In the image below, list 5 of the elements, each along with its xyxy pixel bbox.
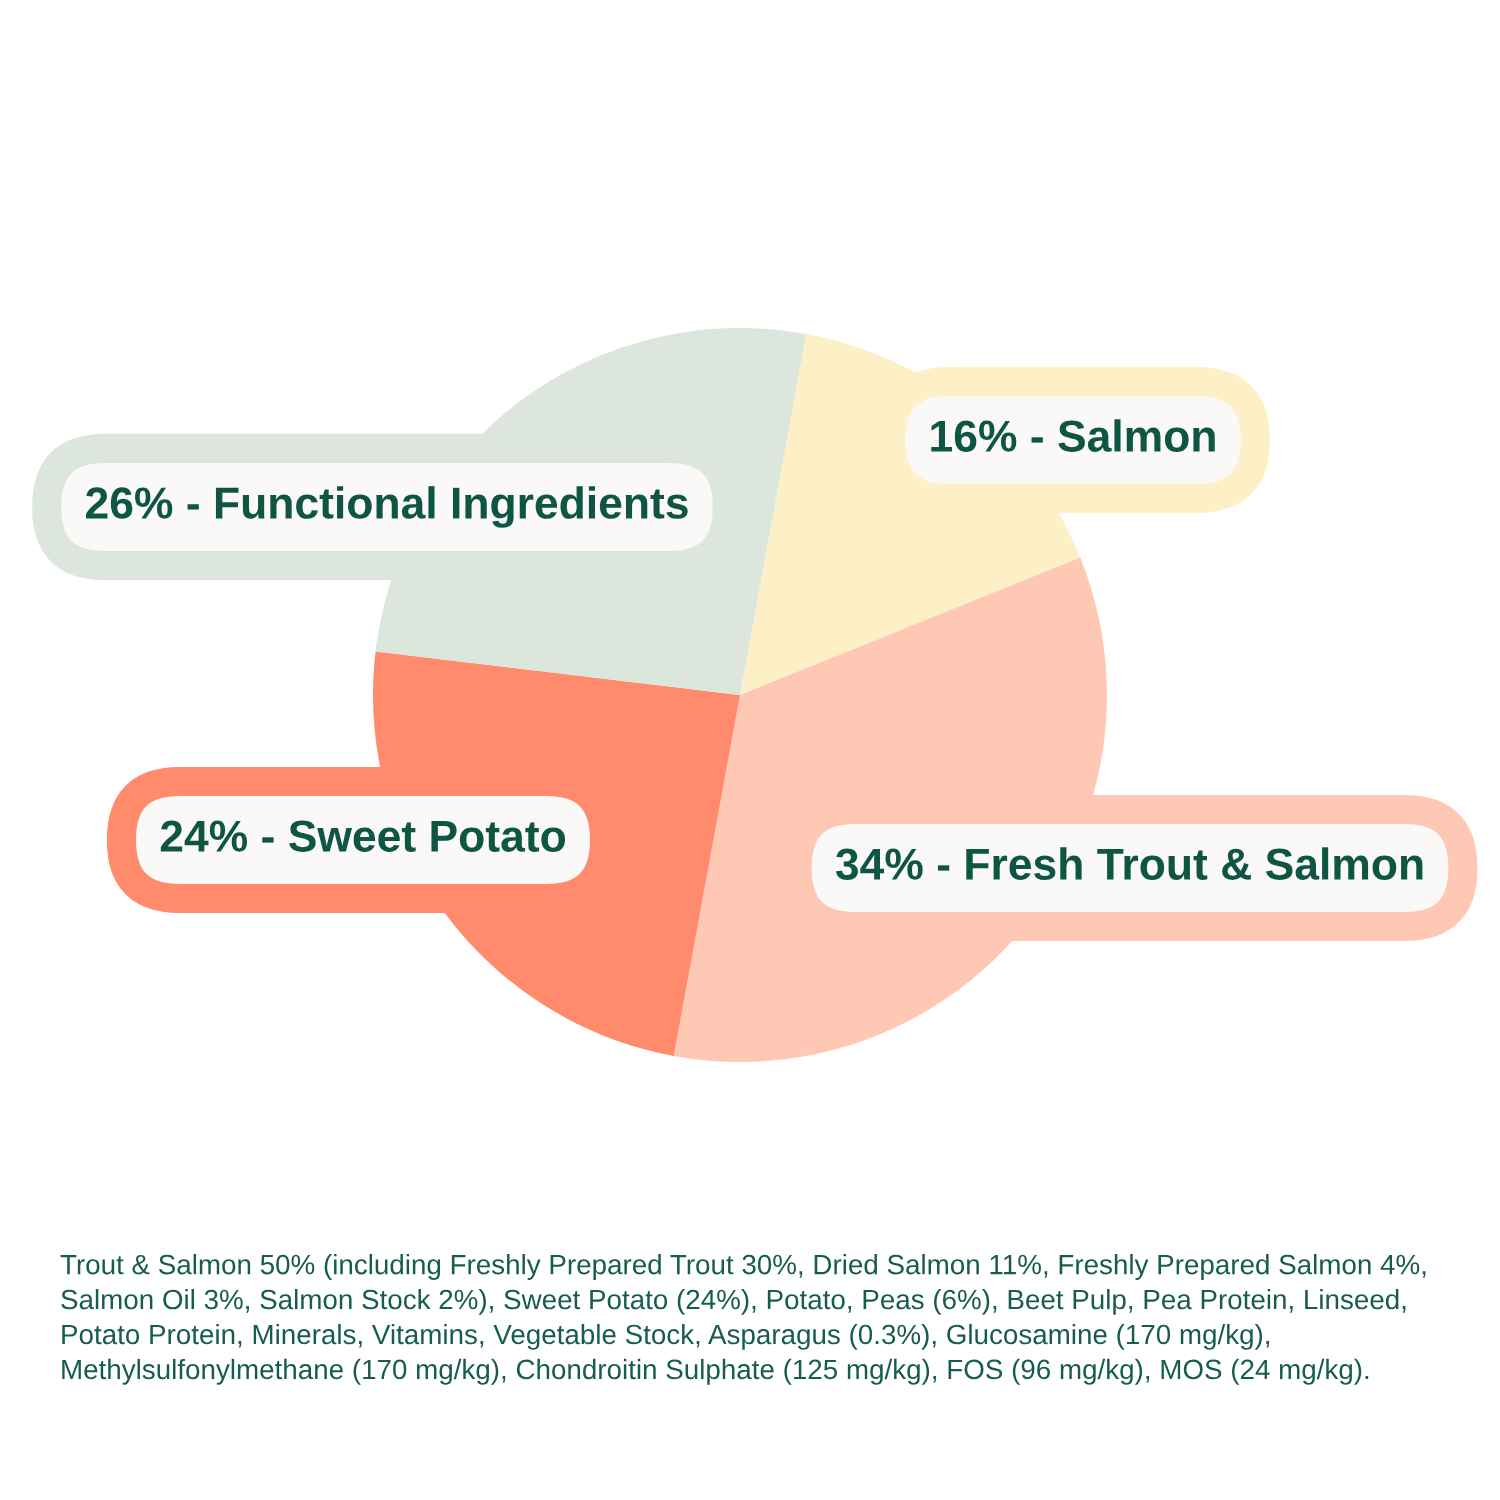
- slice-label: 24% - Sweet Potato: [160, 820, 566, 852]
- text: Trout & Salmon 50% (including Freshly Prepared Trout 30%, Dried Salmon 11%, Freshly Prepared Salmon 4%, Salmon Oil 3%, Salmon Stock 2%), Sweet Potato (24%), Potato, Peas (6%), Beet Pulp, Pea Protein, Linseed, Potato Protein, Minerals, Vitamins, Vegetable Stock, Asparagus (0.3%), Glucosamine (170 mg/kg), Methylsulfonylmethane (170 mg/kg), Chondroitin Sulphate (125 mg/kg), FOS (96 mg/kg), MOS (24 mg/kg).: [60, 1254, 1426, 1385]
- slice-label: 26% - Functional Ingredients: [86, 486, 688, 528]
- slice-label: 16% - Salmon: [931, 419, 1215, 452]
- slice-label: 34% - Fresh Trout & Salmon: [835, 847, 1423, 880]
